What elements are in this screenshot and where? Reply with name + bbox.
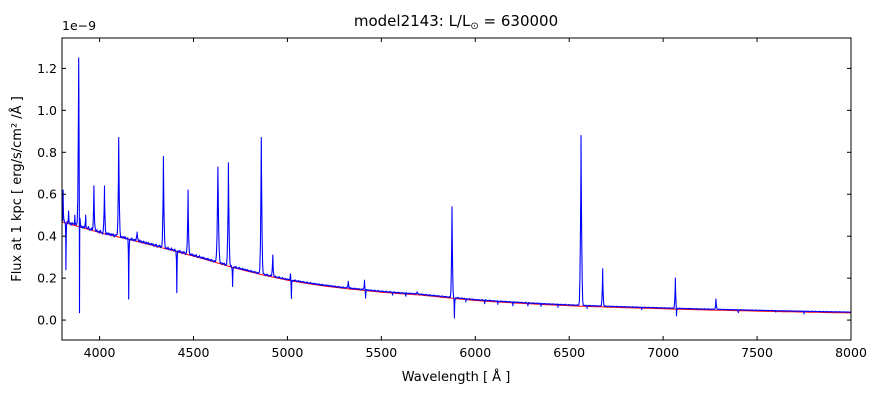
- chart-title-value: = 630000: [479, 12, 558, 30]
- y-tick-label: 0.0: [37, 313, 57, 328]
- y-tick-label: 0.2: [37, 271, 57, 286]
- x-tick-label: 7000: [647, 345, 679, 360]
- y-axis-label: Flux at 1 kpc [ erg/s/cm² /Å ]: [9, 96, 25, 282]
- y-tick-label: 1.0: [37, 103, 57, 118]
- x-tick-label: 7500: [741, 345, 773, 360]
- spectrum-line: [61, 57, 852, 319]
- x-tick-label: 4500: [178, 345, 210, 360]
- axes: 4000 4500 5000 5500 6000 6500 7000 7500 8000 0.0 0…: [37, 37, 867, 360]
- x-tick-label: 5000: [272, 345, 304, 360]
- plot-area: [61, 57, 852, 319]
- y-tick-label: 0.8: [37, 145, 57, 160]
- chart-title-main: model2143: L/L: [354, 12, 471, 30]
- axes-frame: [61, 37, 852, 341]
- y-tick-label: 1.2: [37, 61, 57, 76]
- y-tick-label: 0.6: [37, 187, 57, 202]
- x-tick-label: 6000: [459, 345, 491, 360]
- x-tick-label: 6500: [553, 345, 585, 360]
- x-tick-label: 8000: [835, 345, 867, 360]
- sun-symbol: ⊙: [470, 21, 478, 32]
- x-tick-label: 5500: [365, 345, 397, 360]
- x-axis-label: Wavelength [ Å ]: [402, 369, 511, 385]
- y-axis-offset-label: 1e−9: [62, 18, 96, 33]
- chart-title: model2143: L/L⊙ = 630000: [354, 12, 558, 32]
- y-tick-label: 0.4: [37, 229, 57, 244]
- x-tick-label: 4000: [84, 345, 116, 360]
